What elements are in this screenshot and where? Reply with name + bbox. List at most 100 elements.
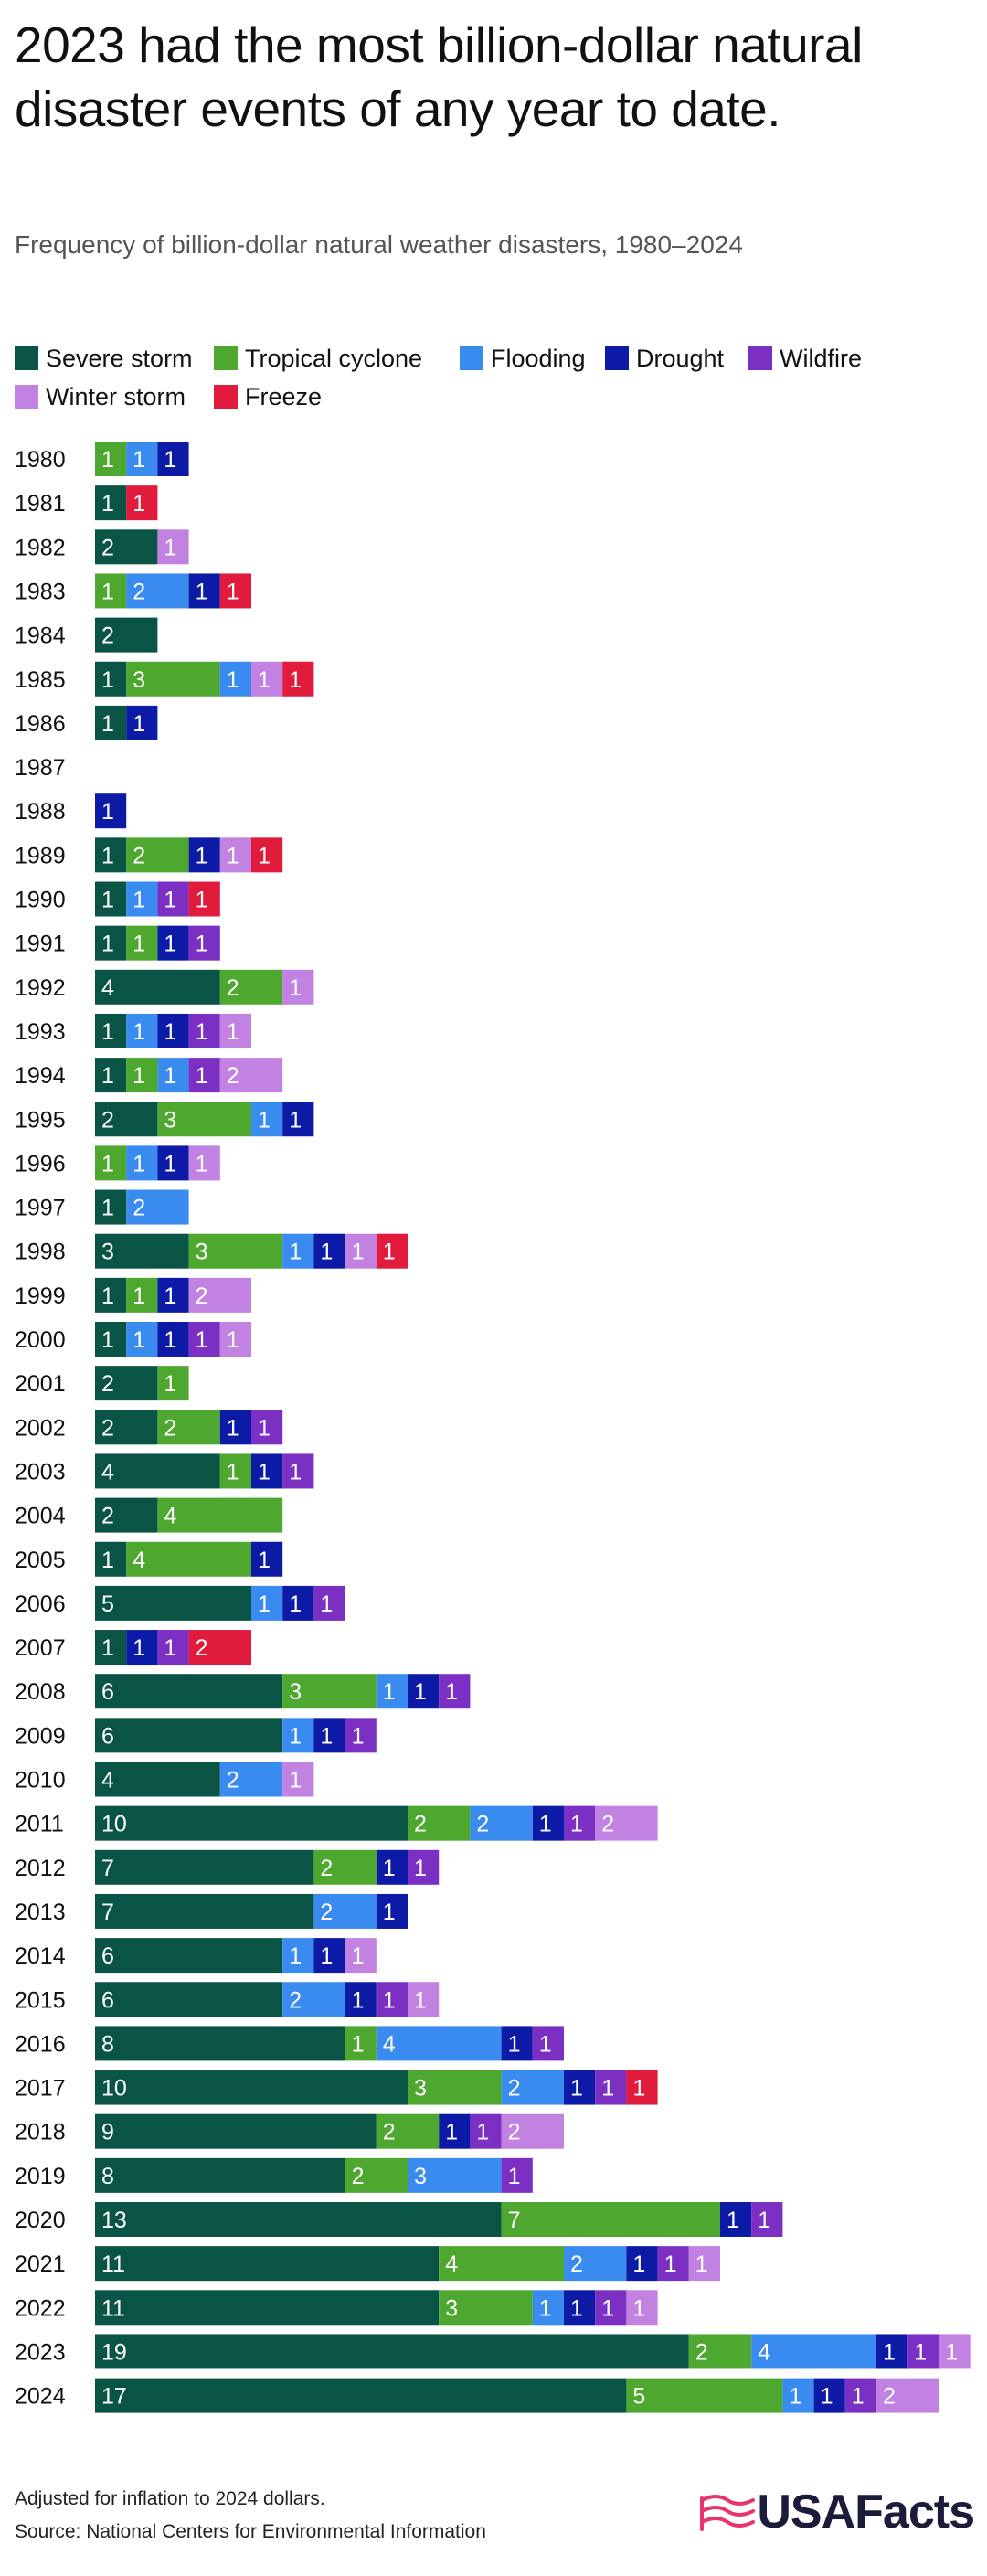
data-label: 2 [227, 1768, 239, 1794]
bar-segment-freeze [188, 881, 220, 917]
data-label: 1 [196, 931, 208, 957]
bar-segment-flooding [157, 1058, 189, 1093]
bar-segment-freeze [188, 1630, 251, 1666]
data-label: 1 [945, 2339, 958, 2365]
data-label: 3 [196, 1240, 208, 1265]
data-label: 8 [101, 2031, 114, 2057]
legend-label: Freeze [245, 382, 323, 410]
data-label: 2 [601, 1812, 614, 1837]
data-label: 1 [383, 1679, 396, 1705]
bar-segment-winter-storm [408, 1982, 440, 2017]
legend-swatch [214, 385, 238, 409]
data-label: 1 [164, 535, 176, 560]
data-label: 2 [133, 843, 145, 868]
data-label: 1 [570, 1812, 583, 1837]
year-label: 1995 [15, 1107, 66, 1133]
data-label: 1 [101, 888, 114, 913]
data-label: 1 [101, 1151, 114, 1176]
data-label: 1 [632, 2251, 645, 2277]
data-label: 9 [101, 2120, 114, 2145]
data-label: 6 [101, 1723, 114, 1749]
year-label: 1993 [15, 1019, 66, 1045]
data-label: 1 [164, 1635, 176, 1661]
year-label: 2000 [15, 1327, 66, 1353]
data-label: 1 [414, 1856, 427, 1881]
data-label: 2 [101, 1107, 114, 1133]
bar-segment-flooding [219, 1762, 283, 1797]
data-label: 1 [258, 667, 271, 693]
data-label: 2 [101, 535, 114, 560]
year-label: 1982 [15, 535, 66, 560]
bar-segment-tropical-cyclone [501, 2202, 720, 2237]
data-label: 7 [101, 1900, 114, 1925]
data-label: 1 [164, 888, 176, 913]
data-label: 8 [101, 2164, 114, 2189]
bar-segment-flooding [376, 2026, 502, 2061]
data-label: 1 [101, 447, 114, 473]
bar-segment-severe-storm [95, 1541, 127, 1577]
data-label: 1 [133, 711, 145, 737]
bar-segment-freeze [126, 485, 158, 521]
data-label: 1 [101, 843, 114, 868]
bar-segment-flooding [282, 1938, 314, 1974]
year-label: 2006 [15, 1591, 66, 1617]
bar-segment-winter-storm [501, 2113, 564, 2149]
bar-segment-severe-storm [95, 2157, 345, 2193]
bar-segment-tropical-cyclone [376, 2113, 440, 2149]
data-label: 2 [101, 1415, 114, 1441]
bar-segment-freeze [626, 2070, 658, 2105]
year-label: 2012 [15, 1856, 66, 1881]
data-label: 2 [508, 2120, 521, 2145]
data-label: 6 [101, 1679, 114, 1705]
data-label: 1 [258, 1548, 271, 1573]
data-label: 2 [883, 2384, 896, 2410]
year-label: 2024 [15, 2384, 66, 2410]
data-label: 1 [352, 2031, 365, 2057]
data-label: 1 [508, 2031, 521, 2057]
data-label: 1 [445, 2120, 458, 2145]
data-label: 1 [664, 2251, 677, 2277]
bar-segment-severe-storm [95, 1277, 127, 1313]
data-label: 11 [101, 2295, 125, 2321]
data-label: 1 [539, 2031, 552, 2057]
data-label: 2 [414, 1812, 427, 1837]
data-label: 1 [164, 1063, 176, 1089]
data-label: 1 [101, 1635, 114, 1661]
bar-segment-tropical-cyclone [95, 1145, 127, 1181]
data-label: 1 [789, 2384, 801, 2410]
bar-segment-tropical-cyclone [345, 2157, 408, 2193]
year-label: 1984 [15, 623, 66, 649]
data-label: 2 [289, 1987, 302, 2013]
data-label: 2 [570, 2251, 583, 2277]
data-label: 7 [101, 1856, 114, 1881]
bar-segment-winter-storm [219, 837, 251, 873]
data-label: 1 [727, 2208, 739, 2233]
data-label: 1 [289, 1768, 302, 1794]
bar-segment-flooding [470, 1805, 533, 1841]
bar-segment-drought [157, 1322, 189, 1357]
data-label: 1 [101, 579, 114, 604]
bar-segment-tropical-cyclone [157, 1366, 189, 1401]
data-label: 1 [289, 1723, 302, 1749]
bar-segment-wildfire [188, 1013, 220, 1048]
data-label: 2 [101, 623, 114, 649]
bar-segment-severe-storm [95, 881, 127, 917]
data-label: 1 [695, 2251, 708, 2277]
data-label: 1 [133, 1151, 145, 1176]
data-label: 11 [101, 2251, 125, 2277]
data-label: 3 [133, 667, 145, 693]
bar-segment-drought [345, 1982, 377, 2017]
data-label: 7 [508, 2208, 521, 2233]
bar-segment-tropical-cyclone [157, 1497, 283, 1533]
bar-segment-wildfire [657, 2246, 689, 2282]
bar-segment-winter-storm [219, 1322, 251, 1357]
year-label: 1988 [15, 799, 66, 825]
bar-segment-severe-storm [95, 1366, 158, 1401]
data-label: 3 [289, 1679, 302, 1705]
data-label: 3 [101, 1240, 114, 1265]
data-label: 1 [352, 1240, 365, 1265]
bar-segment-tropical-cyclone [688, 2334, 752, 2369]
data-label: 1 [758, 2208, 770, 2233]
footer-note: Adjusted for inflation to 2024 dollars. [15, 2488, 325, 2509]
